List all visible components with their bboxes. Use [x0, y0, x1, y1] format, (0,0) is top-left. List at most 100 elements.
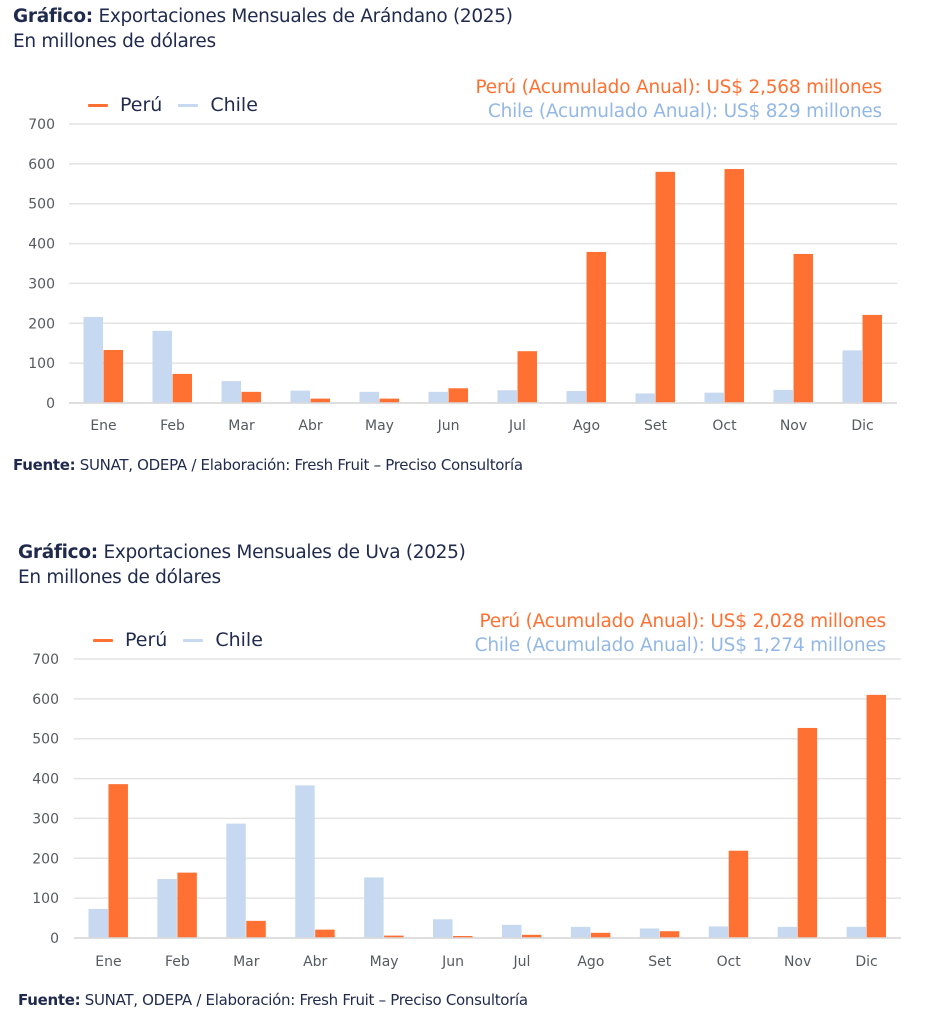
bar-peru-set [659, 931, 680, 938]
bar-peru-feb [177, 872, 197, 938]
bar-chile-may [359, 391, 379, 403]
bar-peru-jun [453, 936, 473, 938]
x-tick-label: Ago [577, 954, 604, 970]
chart-2-title: Exportaciones Mensuales de Uva (2025) [103, 542, 466, 563]
bar-chile-feb [152, 330, 172, 403]
legend-swatch-peru [93, 638, 113, 642]
y-tick-label: 100 [32, 891, 59, 907]
chart-1-title-prefix: Gráfico: [13, 6, 93, 27]
bar-chile-mar [226, 823, 246, 938]
x-tick-label: Set [648, 954, 672, 970]
chart-2-total-chile: Chile (Acumulado Anual): US$ 1,274 millo… [474, 635, 887, 656]
legend-item-peru: Perú [88, 94, 162, 116]
y-tick-label: 700 [28, 117, 55, 133]
chart-2-subtitle: En millones de dólares [18, 567, 221, 588]
bar-chile-dic [846, 926, 867, 938]
chart-2-title-block: Gráfico: Exportaciones Mensuales de Uva … [18, 540, 466, 590]
chart-2-total-peru: Perú (Acumulado Anual): US$ 2,028 millon… [479, 611, 887, 632]
chart-1-totals: Perú (Acumulado Anual): US$ 2,568 millon… [476, 76, 883, 124]
x-tick-label: Jun [441, 954, 464, 970]
x-tick-label: Nov [784, 954, 811, 970]
bar-peru-feb [172, 373, 193, 403]
chart-1-total-peru: Perú (Acumulado Anual): US$ 2,568 millon… [475, 77, 883, 98]
y-tick-label: 300 [28, 276, 55, 292]
chart-2-source-prefix: Fuente: [18, 991, 81, 1009]
legend-label-chile: Chile [215, 629, 263, 651]
legend-item-peru: Perú [93, 629, 167, 651]
chart-1-subtitle: En millones de dólares [13, 31, 216, 52]
bar-peru-may [379, 398, 400, 403]
bar-chile-oct [708, 926, 729, 938]
bar-chile-feb [157, 879, 177, 938]
bar-chile-ene [83, 316, 103, 403]
chart-2-source-text: SUNAT, ODEPA / Elaboración: Fresh Fruit … [84, 991, 528, 1009]
chart-1-source-prefix: Fuente: [13, 456, 76, 474]
chart-2-totals: Perú (Acumulado Anual): US$ 2,028 millon… [474, 610, 887, 658]
legend-swatch-peru [88, 103, 108, 107]
x-tick-label: Jul [508, 418, 526, 434]
bar-chile-ene [88, 908, 108, 938]
bar-peru-ene [103, 349, 124, 403]
bar-peru-jul [521, 934, 542, 938]
bar-chile-set [635, 393, 655, 403]
x-tick-label: Ago [573, 418, 600, 434]
bar-chile-mar [221, 381, 241, 403]
bar-peru-abr [310, 398, 331, 403]
bar-chile-jul [501, 924, 522, 938]
bar-peru-nov [793, 253, 814, 403]
legend-item-chile: Chile [178, 94, 258, 116]
bar-peru-may [384, 935, 404, 938]
bar-chile-jul [497, 390, 517, 403]
bar-peru-ene [108, 784, 128, 938]
chart-2-legend: Perú Chile [93, 629, 279, 651]
chart-1-title: Exportaciones Mensuales de Arándano (202… [98, 6, 513, 27]
bar-peru-dic [862, 314, 883, 403]
x-tick-label: Dic [855, 954, 877, 970]
y-tick-label: 200 [28, 316, 55, 332]
bar-peru-abr [315, 929, 335, 938]
chart-1-source: Fuente: SUNAT, ODEPA / Elaboración: Fres… [13, 456, 523, 474]
y-tick-label: 0 [46, 396, 55, 412]
x-tick-label: Jun [437, 418, 460, 434]
bar-peru-oct [724, 169, 745, 403]
bar-peru-mar [246, 920, 266, 938]
x-tick-label: Dic [851, 418, 873, 434]
bar-chile-abr [295, 785, 315, 938]
bar-peru-set [655, 171, 676, 403]
bar-peru-nov [797, 727, 818, 938]
y-tick-label: 500 [28, 197, 55, 213]
chart-2-title-prefix: Gráfico: [18, 542, 98, 563]
x-tick-label: Jul [513, 954, 531, 970]
chart-1-total-chile: Chile (Acumulado Anual): US$ 829 millone… [487, 101, 882, 122]
bar-chile-ago [570, 926, 591, 938]
y-tick-label: 600 [32, 692, 59, 708]
y-tick-label: 400 [28, 237, 55, 253]
x-tick-label: May [365, 418, 394, 434]
bar-peru-mar [241, 391, 262, 403]
bar-chile-jun [433, 919, 453, 938]
bar-chile-abr [290, 390, 310, 403]
bar-peru-jun [448, 388, 469, 403]
chart-2-source: Fuente: SUNAT, ODEPA / Elaboración: Fres… [18, 991, 528, 1009]
x-tick-label: Oct [717, 954, 742, 970]
x-tick-label: Oct [712, 418, 737, 434]
x-tick-label: May [370, 954, 399, 970]
bar-chile-ago [566, 391, 586, 403]
x-tick-label: Nov [780, 418, 807, 434]
bar-peru-ago [586, 251, 607, 403]
y-tick-label: 100 [28, 356, 55, 372]
legend-label-peru: Perú [120, 94, 163, 116]
x-tick-label: Ene [90, 418, 116, 434]
x-tick-label: Ene [95, 954, 121, 970]
x-tick-label: Mar [228, 418, 255, 434]
bar-peru-dic [866, 694, 887, 938]
x-tick-label: Set [644, 418, 668, 434]
y-tick-label: 700 [32, 652, 59, 668]
bar-chile-may [364, 877, 384, 938]
y-tick-label: 600 [28, 157, 55, 173]
legend-label-chile: Chile [210, 94, 258, 116]
legend-swatch-chile [183, 638, 204, 642]
x-tick-label: Mar [233, 954, 260, 970]
